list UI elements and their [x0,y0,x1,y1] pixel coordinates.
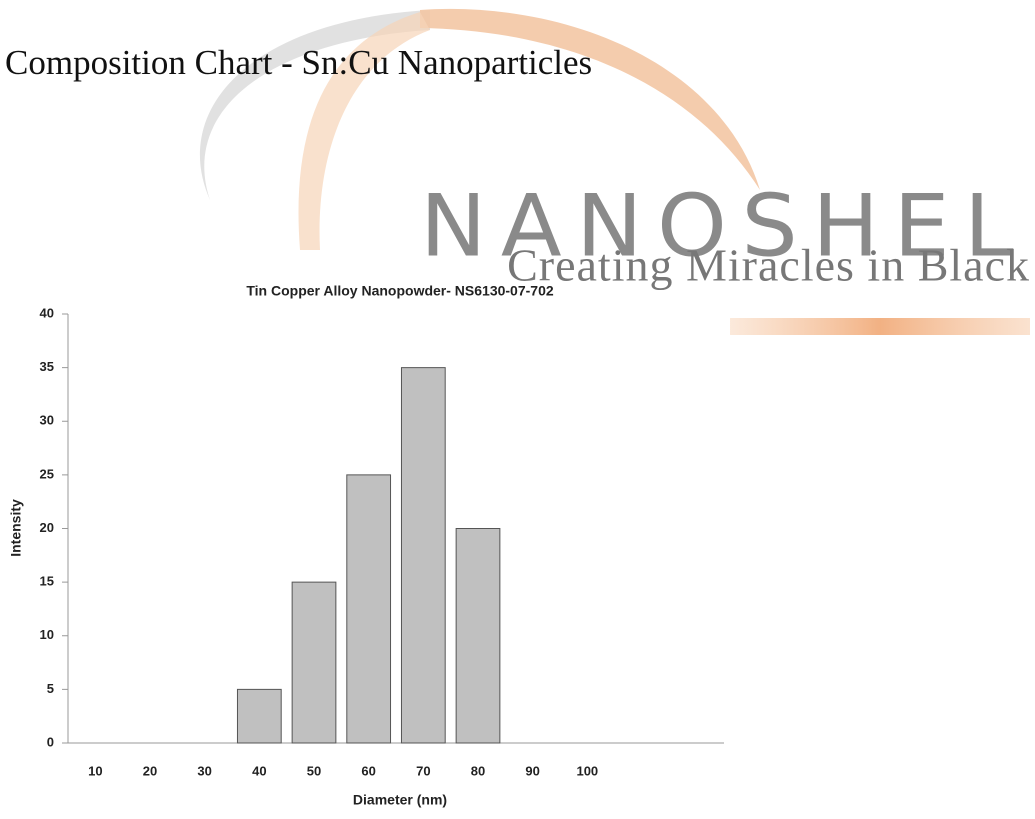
x-tick-label: 60 [361,763,375,778]
x-tick-label: 100 [576,763,598,778]
y-tick-label: 5 [47,681,54,696]
logo-tagline: Creating Miracles in Black [507,240,1030,291]
y-tick-label: 15 [40,574,54,589]
logo-arc-orange [420,8,760,190]
y-tick-label: 25 [40,466,54,481]
x-tick-label: 30 [197,763,211,778]
bar [291,581,337,744]
y-tick-label: 20 [40,520,54,535]
chart: Tin Copper Alloy Nanopowder- NS6130-07-7… [8,283,724,808]
x-tick-label: 80 [471,763,485,778]
logo-name: NANOSHEL [420,176,1028,276]
logo-arc-inner [298,12,430,250]
x-tick-label: 70 [416,763,430,778]
watermark: NANOSHEL Creating Miracles in Black [199,8,1030,335]
chart-title: Tin Copper Alloy Nanopowder- NS6130-07-7… [246,283,554,299]
y-tick-label: 40 [40,305,54,320]
y-tick-label: 30 [40,413,54,428]
heading: Composition Chart - Sn:Cu Nanoparticles [5,43,592,82]
x-tick-label: 50 [307,763,321,778]
y-tick-label: 10 [40,627,54,642]
x-tick-label: 10 [88,763,102,778]
y-tick-label: 35 [40,359,54,374]
bar [346,474,392,744]
x-tick-label: 40 [252,763,266,778]
logo-bar [730,318,1030,335]
y-axis-label: Intensity [8,499,24,557]
x-axis-label: Diameter (nm) [353,792,447,808]
y-tick-label: 0 [47,734,54,749]
x-tick-label: 20 [143,763,157,778]
x-tick-label: 90 [525,763,539,778]
bar [400,367,446,744]
bar [455,528,501,744]
bar [236,688,282,744]
